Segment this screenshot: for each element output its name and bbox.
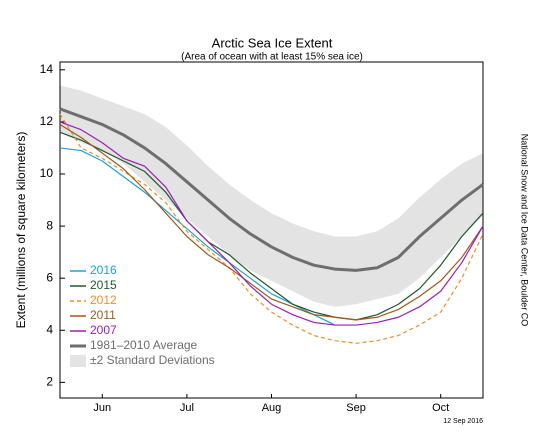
series-line — [59, 131, 484, 321]
legend-label: 2012 — [90, 293, 117, 307]
y-tick-label: 8 — [46, 218, 53, 232]
y-tick-label: 14 — [40, 62, 54, 76]
series-line — [59, 121, 484, 326]
y-tick-label: 4 — [46, 322, 53, 336]
x-tick-label: Sep — [346, 402, 366, 414]
series-line — [59, 147, 336, 326]
legend-label: 2007 — [90, 323, 117, 337]
legend-label: 1981–2010 Average — [90, 338, 198, 352]
legend-label: 2015 — [90, 278, 117, 292]
y-axis-label: Extent (millions of square kilometers) — [14, 132, 28, 329]
y-tick-label: 6 — [46, 270, 53, 284]
x-tick-label: Oct — [432, 402, 449, 414]
source-note: National Snow and Ice Data Center, Bould… — [520, 134, 530, 327]
chart-title: Arctic Sea Ice Extent — [212, 35, 333, 50]
legend-label: 2016 — [90, 263, 117, 277]
std-band — [60, 85, 483, 307]
x-tick-label: Jul — [180, 402, 194, 414]
y-tick-label: 12 — [40, 114, 54, 128]
legend-label: 2011 — [90, 308, 116, 322]
y-tick-label: 2 — [46, 375, 53, 389]
x-tick-label: Aug — [262, 402, 282, 414]
date-note: 12 Sep 2016 — [443, 418, 483, 425]
series-line — [59, 107, 484, 272]
chart-subtitle: (Area of ocean with at least 15% sea ice… — [181, 52, 363, 63]
y-tick-label: 10 — [40, 166, 54, 180]
x-tick-label: Jun — [93, 402, 111, 414]
series-line — [59, 124, 484, 321]
series-line — [59, 113, 484, 344]
legend-label: ±2 Standard Deviations — [90, 353, 215, 367]
legend-swatch — [70, 355, 86, 367]
